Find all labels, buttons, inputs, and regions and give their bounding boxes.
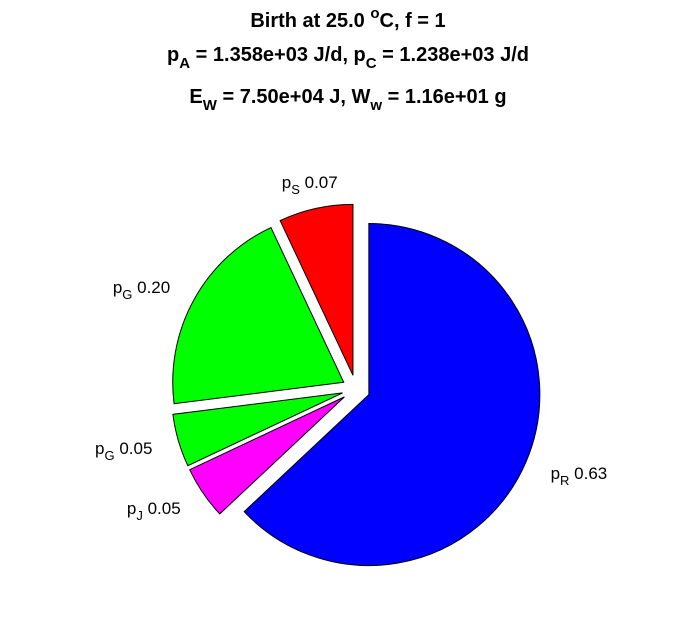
pie-label-pr-0: pR 0.63	[551, 464, 608, 488]
pie-label-ps-4: pS 0.07	[282, 173, 338, 197]
pie-slice-pr-0	[243, 223, 541, 567]
chart-title-line-2: pA = 1.358e+03 J/d, pC = 1.238e+03 J/d	[167, 44, 529, 72]
pie-label-pj-1: pJ 0.05	[127, 499, 181, 523]
pie-label-pg-2: pG 0.05	[95, 439, 152, 463]
chart-title-line-1: Birth at 25.0 oC, f = 1	[250, 5, 446, 32]
pie-slice-pj-1	[189, 396, 345, 515]
pie-label-pg-3: pG 0.20	[113, 278, 170, 302]
pie-slice-ps-4	[279, 203, 354, 376]
pie-slice-pg-3	[172, 226, 345, 405]
chart-title-line-3: EW = 7.50e+04 J, Ww = 1.16e+01 g	[189, 86, 507, 114]
pie-slice-pg-2	[172, 392, 343, 467]
